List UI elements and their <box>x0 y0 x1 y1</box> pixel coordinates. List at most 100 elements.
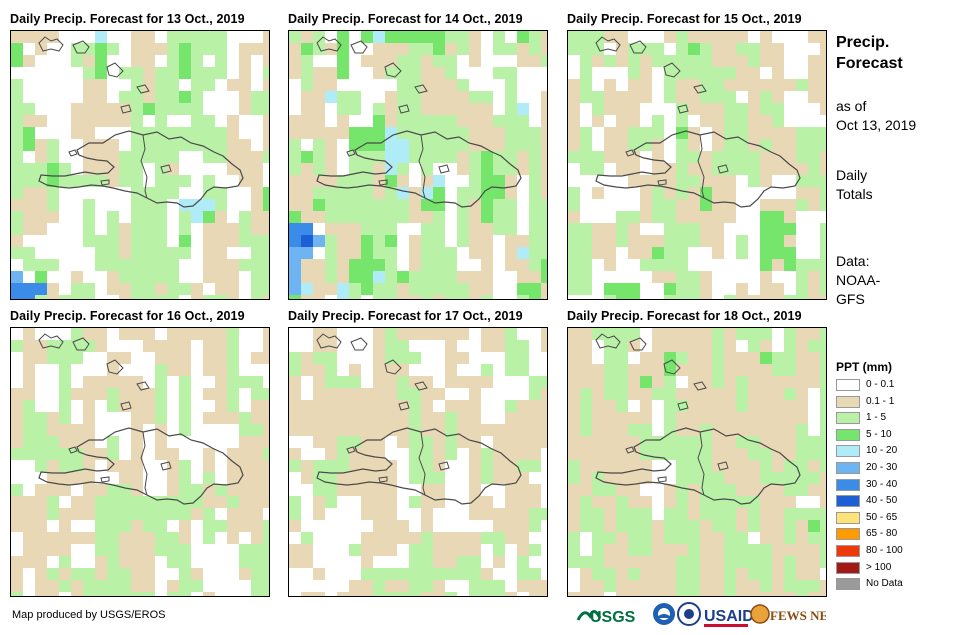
precip-cell <box>23 271 36 284</box>
precip-cell <box>505 400 518 413</box>
precip-cell <box>313 295 326 299</box>
precip-cell <box>179 247 192 260</box>
precip-cell <box>505 67 518 80</box>
precip-cell <box>760 199 773 212</box>
precip-cell <box>640 424 653 437</box>
precip-cell <box>191 67 204 80</box>
precip-cell <box>517 328 530 341</box>
precip-cell <box>107 328 120 341</box>
precip-cell <box>289 295 302 299</box>
precip-cell <box>784 271 797 284</box>
precip-cell <box>349 283 362 296</box>
precip-cell <box>469 67 482 80</box>
precip-cell <box>796 187 809 200</box>
precip-cell <box>203 532 216 545</box>
precip-cell <box>167 67 180 80</box>
precip-cell <box>203 472 216 485</box>
precip-cell <box>23 568 36 581</box>
precip-cell <box>664 388 677 401</box>
precip-cell <box>541 259 547 272</box>
precip-cell <box>47 31 60 44</box>
precip-cell <box>179 472 192 485</box>
precip-cell <box>616 115 629 128</box>
precip-cell <box>604 259 617 272</box>
precip-cell <box>748 91 761 104</box>
precip-cell <box>700 163 713 176</box>
precip-cell <box>227 127 240 140</box>
precip-cell <box>628 448 641 461</box>
precip-cell <box>784 31 797 44</box>
precip-cell <box>71 352 84 365</box>
precip-cell <box>215 79 228 92</box>
precip-cell <box>433 376 446 389</box>
precip-cell <box>263 352 269 365</box>
precip-cell <box>143 556 156 569</box>
precip-cell <box>143 103 156 116</box>
precip-cell <box>652 412 665 425</box>
precip-cell <box>289 91 302 104</box>
precip-cell <box>664 556 677 569</box>
precip-cell <box>409 532 422 545</box>
precip-cell <box>820 223 826 236</box>
precip-cell <box>736 424 749 437</box>
precip-cell <box>652 328 665 341</box>
precip-cell <box>373 508 386 521</box>
precip-cell <box>421 400 434 413</box>
precip-cell <box>47 211 60 224</box>
precip-cell <box>640 247 653 260</box>
precip-cell <box>517 376 530 389</box>
precip-cell <box>325 472 338 485</box>
precip-cell <box>263 508 269 521</box>
precip-cell <box>155 187 168 200</box>
precip-cell <box>167 436 180 449</box>
precip-cell <box>215 139 228 152</box>
precip-cell <box>616 364 629 377</box>
precip-cell <box>541 544 547 557</box>
precip-cell <box>239 412 252 425</box>
precip-cell <box>748 508 761 521</box>
precip-cell <box>592 247 605 260</box>
precip-cell <box>35 496 48 509</box>
precip-cell <box>301 139 314 152</box>
precip-cell <box>167 211 180 224</box>
precip-cell <box>772 103 785 116</box>
precip-cell <box>772 43 785 56</box>
precip-cell <box>820 139 826 152</box>
precip-cell <box>820 67 826 80</box>
precip-cell <box>71 235 84 248</box>
precip-cell <box>409 271 422 284</box>
precip-cell <box>676 412 689 425</box>
precip-cell <box>325 295 338 299</box>
precip-cell <box>349 544 362 557</box>
precip-cell <box>676 328 689 341</box>
precip-cell <box>796 271 809 284</box>
precip-cell <box>445 247 458 260</box>
precip-cell <box>652 235 665 248</box>
legend-label: 0.1 - 1 <box>866 395 895 407</box>
precip-cell <box>313 43 326 56</box>
precip-cell <box>59 424 72 437</box>
precip-cell <box>373 400 386 413</box>
precip-cell <box>604 223 617 236</box>
precip-cell <box>493 436 506 449</box>
precip-cell <box>119 424 132 437</box>
precip-cell <box>760 187 773 200</box>
precip-cell <box>493 175 506 188</box>
precip-cell <box>592 175 605 188</box>
precip-cell <box>301 424 314 437</box>
precip-cell <box>676 31 689 44</box>
precip-cell <box>676 79 689 92</box>
precip-cell <box>517 163 530 176</box>
precip-cell <box>517 79 530 92</box>
precip-cell <box>385 151 398 164</box>
precip-cell <box>457 91 470 104</box>
precip-cell <box>700 55 713 68</box>
precip-cell <box>772 175 785 188</box>
precip-cell <box>529 448 542 461</box>
precip-cell <box>736 328 749 341</box>
precip-cell <box>676 472 689 485</box>
precip-cell <box>397 127 410 140</box>
precip-cell <box>301 340 314 353</box>
precip-cell <box>227 508 240 521</box>
precip-cell <box>736 283 749 296</box>
